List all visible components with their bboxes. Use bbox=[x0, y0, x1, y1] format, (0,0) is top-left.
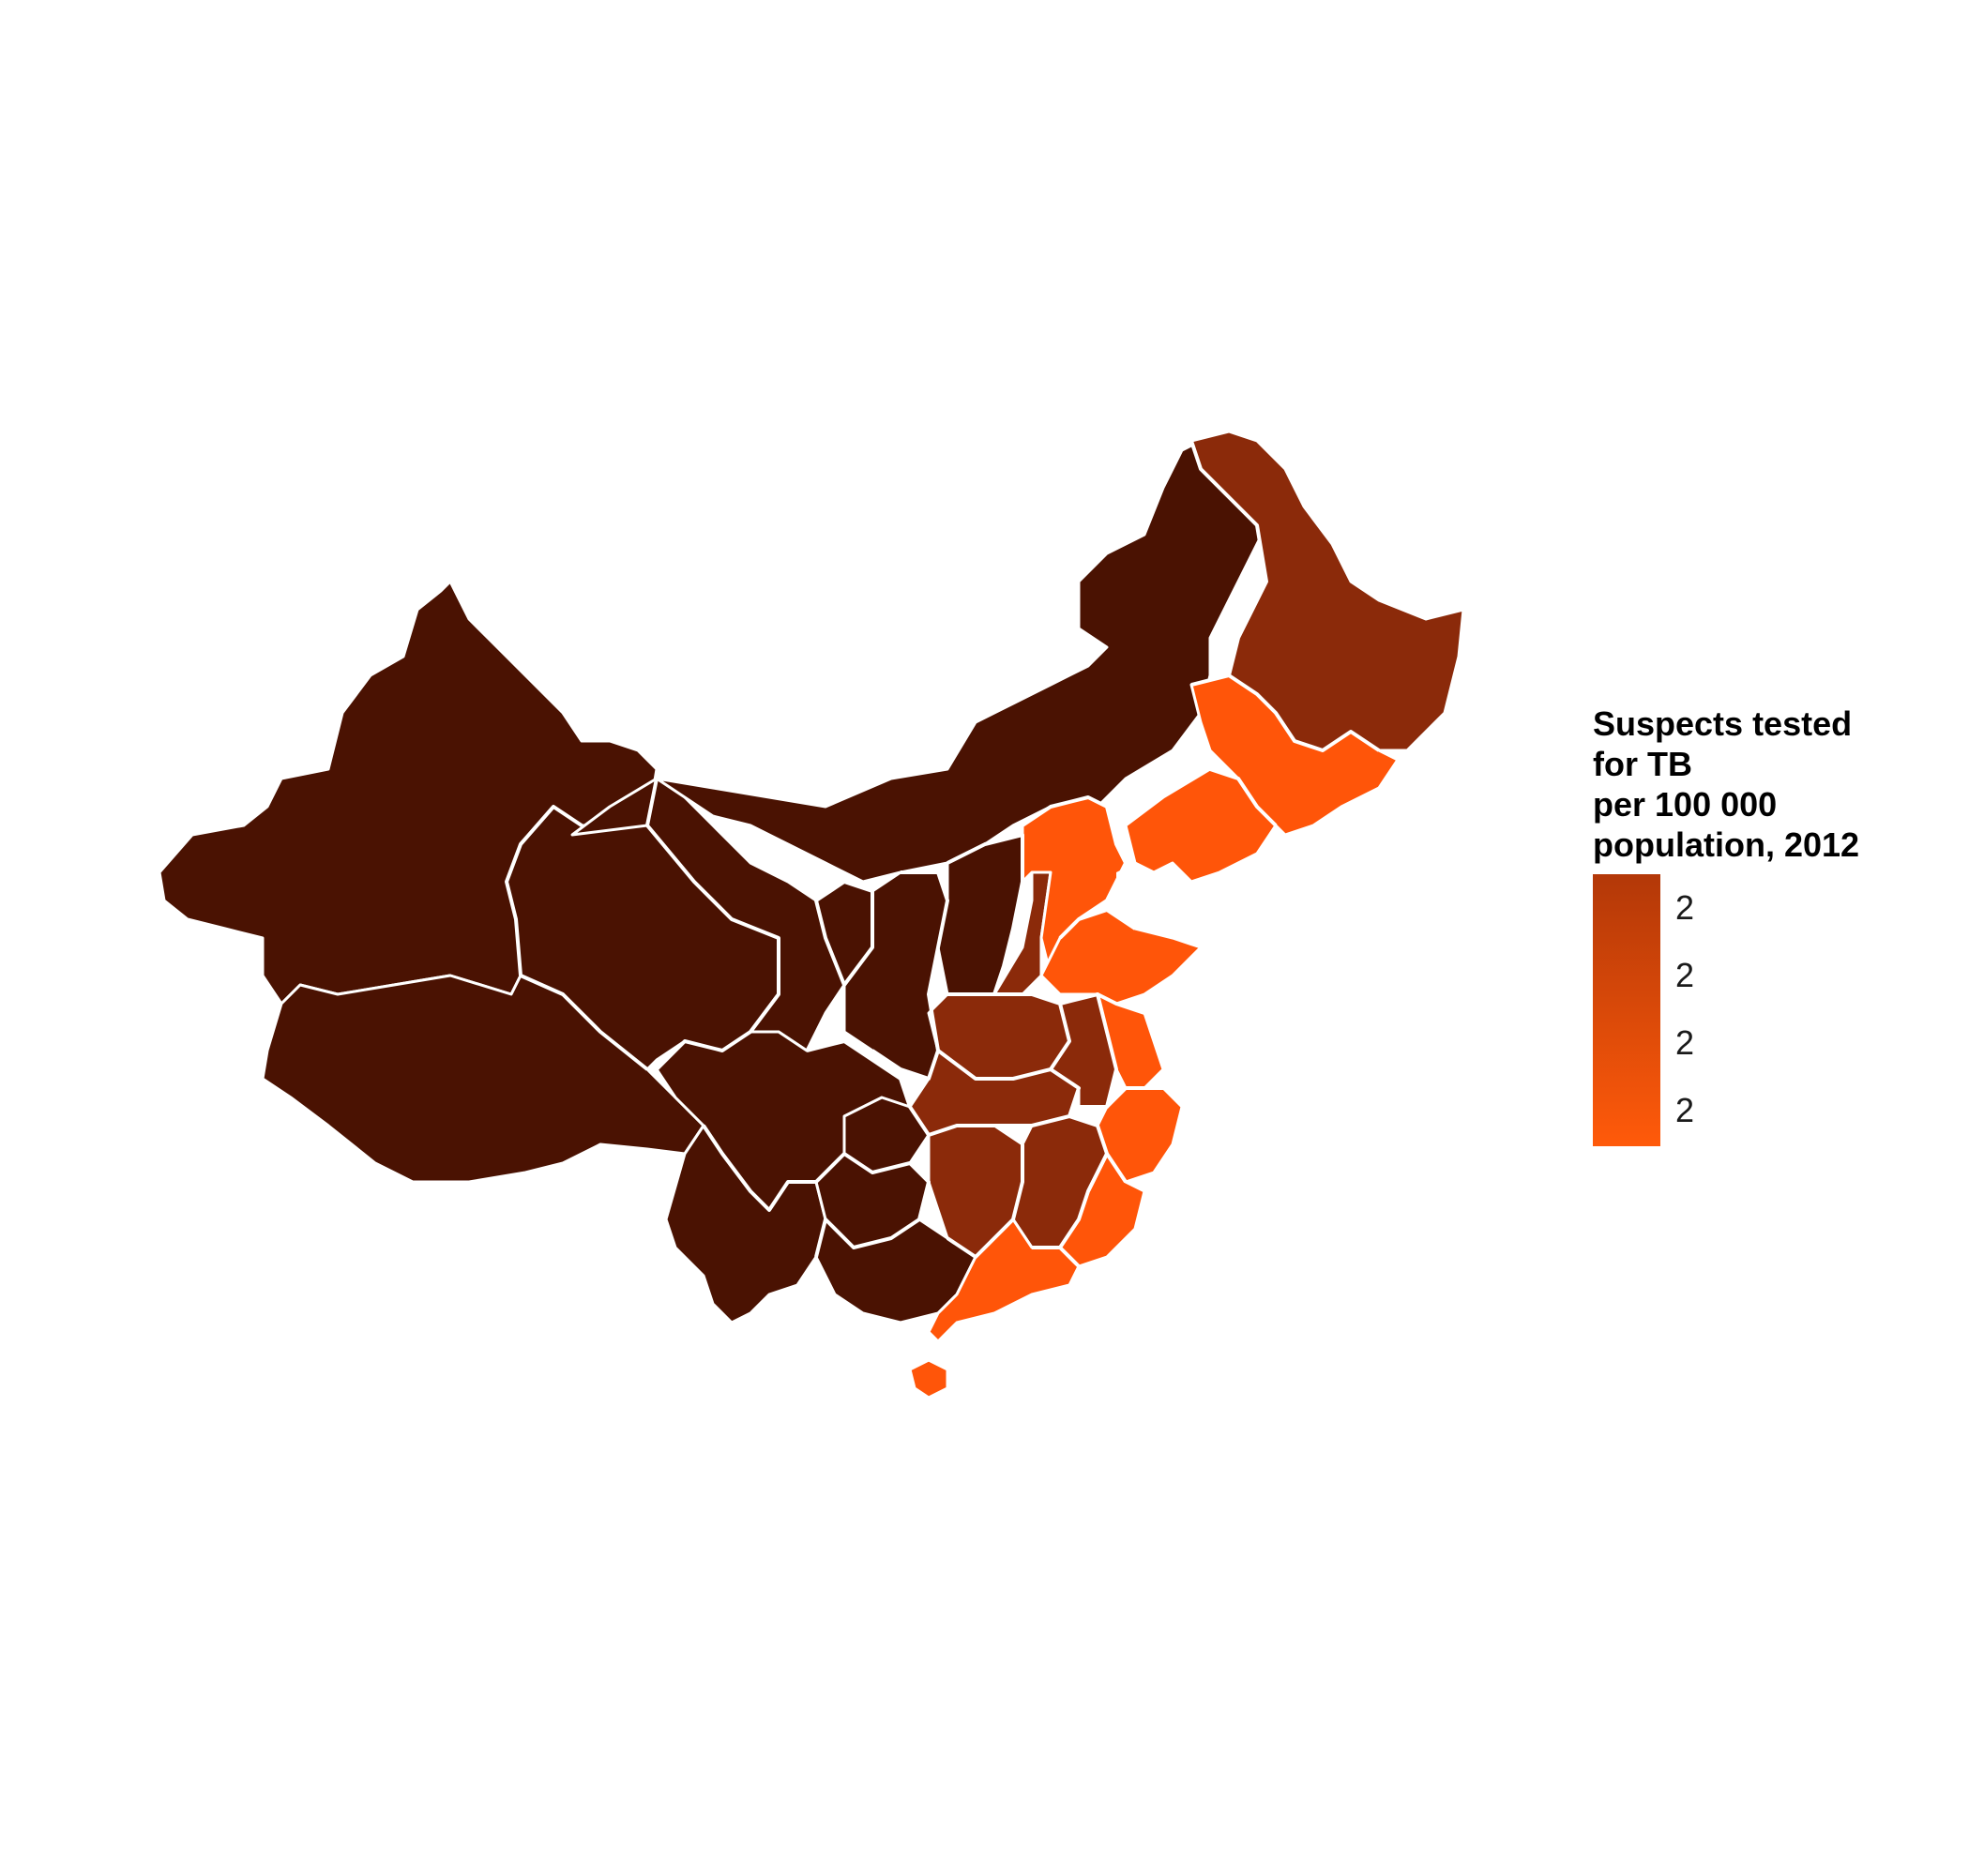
province-guangdong bbox=[927, 1218, 1081, 1343]
legend-label-1: 2 bbox=[1675, 888, 1695, 927]
legend: Suspects tested for TB per 100 000 popul… bbox=[1593, 704, 1859, 1146]
legend-title-line-1: Suspects tested bbox=[1593, 704, 1853, 743]
legend-colorbar bbox=[1593, 874, 1660, 1146]
province-borders bbox=[505, 440, 1381, 1268]
legend-title-line-4: population, 2012 bbox=[1593, 825, 1860, 864]
legend-label-3: 2 bbox=[1675, 1023, 1695, 1062]
legend-body: 2 2 2 2 bbox=[1593, 874, 1859, 1146]
province-hainan bbox=[908, 1358, 949, 1399]
region-bright bbox=[908, 673, 1400, 1399]
legend-label-4: 2 bbox=[1675, 1091, 1695, 1129]
legend-title: Suspects tested for TB per 100 000 popul… bbox=[1593, 704, 1859, 865]
legend-title-line-3: per 100 000 bbox=[1593, 785, 1778, 824]
legend-label-2: 2 bbox=[1675, 956, 1695, 994]
legend-title-line-2: for TB bbox=[1593, 745, 1692, 783]
bohai-sea bbox=[1116, 863, 1182, 919]
